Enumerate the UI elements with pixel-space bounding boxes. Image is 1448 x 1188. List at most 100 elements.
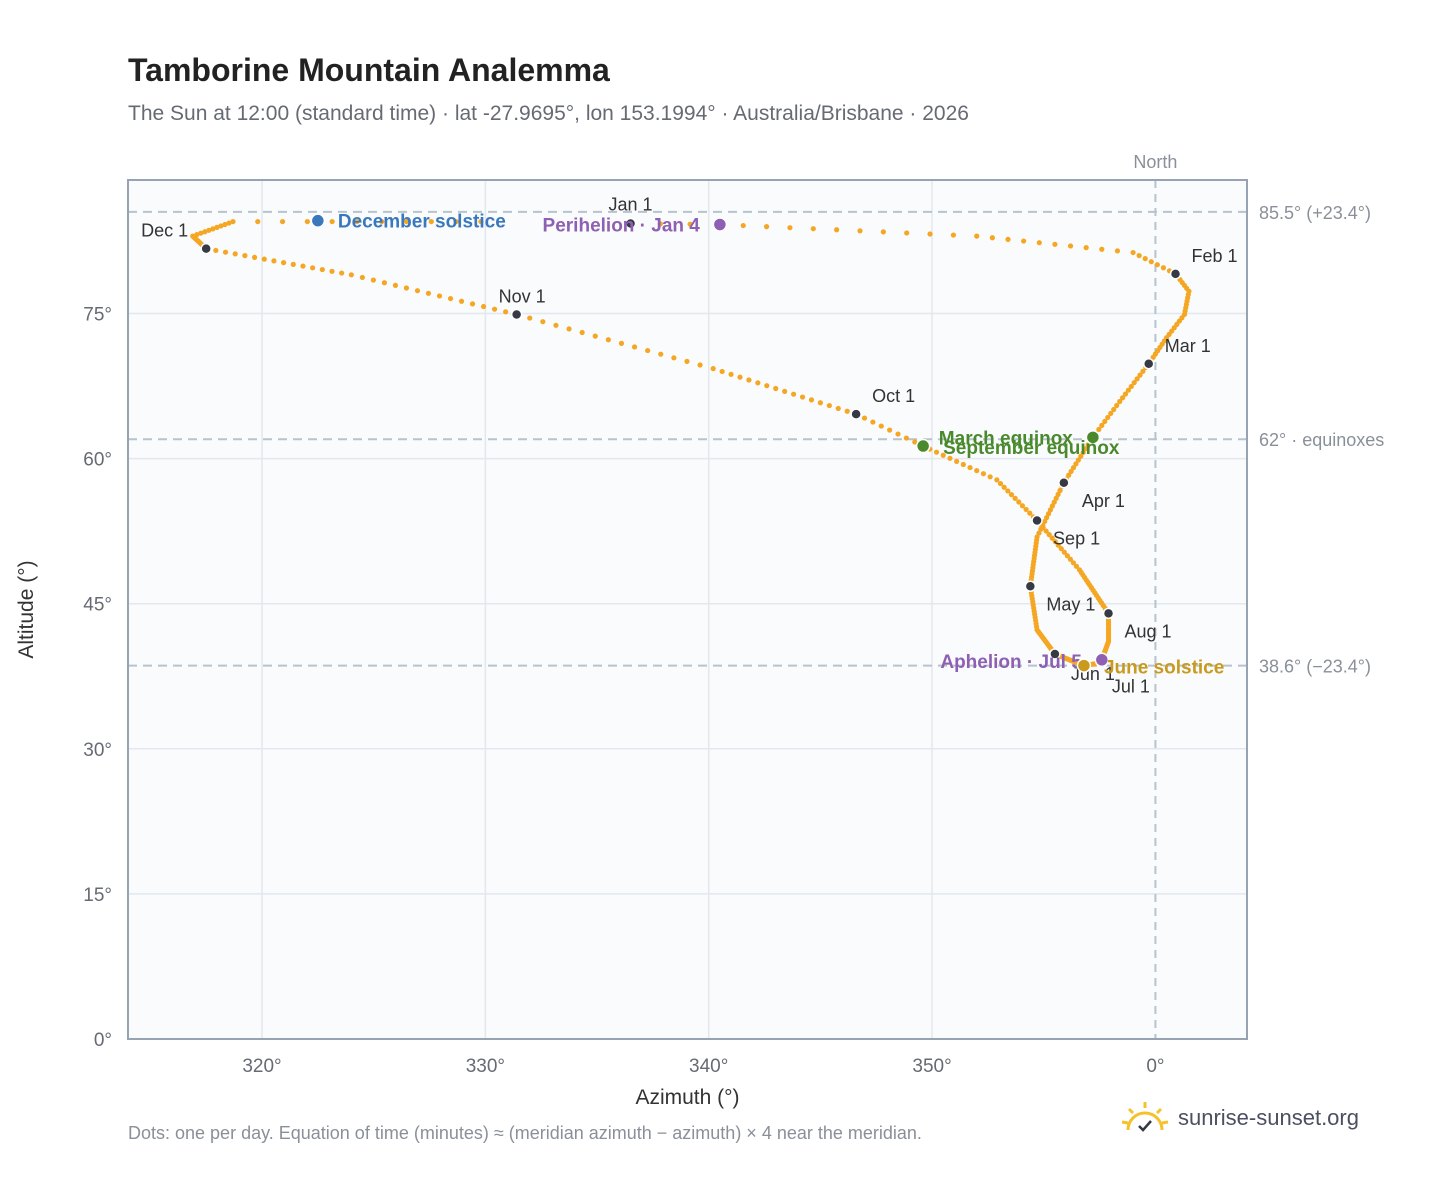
day-dot	[1012, 495, 1018, 501]
sun-logo-icon	[1121, 1102, 1169, 1132]
month-marker	[1049, 648, 1061, 660]
day-dot	[1023, 506, 1029, 513]
day-dot	[319, 266, 325, 273]
day-dot	[808, 397, 815, 403]
month-label: Dec 1	[141, 221, 188, 241]
day-dot	[1021, 238, 1027, 244]
month-label: Aug 1	[1125, 621, 1172, 641]
day-dot	[379, 218, 385, 225]
march-equinox-marker	[1085, 430, 1101, 445]
day-dot	[370, 277, 376, 283]
day-dot	[218, 223, 224, 229]
day-dot	[835, 405, 841, 412]
day-dot	[242, 253, 248, 259]
y-tick-label: 75°	[83, 304, 112, 325]
day-dot	[1053, 495, 1059, 501]
plot-area	[128, 180, 1247, 1039]
day-dot	[392, 282, 399, 288]
month-label: Feb 1	[1192, 246, 1238, 266]
day-dot	[1108, 410, 1114, 417]
day-dot	[844, 408, 850, 414]
day-dot	[527, 315, 533, 321]
day-dot	[1136, 252, 1142, 259]
month-marker	[850, 408, 862, 420]
month-label: May 1	[1046, 594, 1095, 614]
day-dot	[478, 218, 484, 225]
day-dot	[279, 218, 286, 225]
day-dot	[880, 229, 886, 235]
day-dot	[1140, 368, 1146, 374]
day-dot	[1119, 395, 1126, 401]
june-solstice-marker	[1076, 658, 1092, 673]
day-dot	[1008, 492, 1015, 498]
day-dot	[428, 218, 434, 225]
december-solstice-label: December solstice	[338, 212, 506, 233]
day-dot	[1049, 535, 1055, 541]
day-dot	[329, 268, 335, 274]
day-dot	[687, 221, 693, 227]
day-dot	[773, 385, 779, 392]
day-dot	[271, 258, 277, 264]
day-dot	[1005, 488, 1011, 494]
month-label: Jul 1	[1112, 677, 1150, 697]
day-dot	[354, 218, 360, 225]
month-label: Sep 1	[1053, 529, 1100, 549]
day-dot	[232, 251, 238, 257]
day-dot	[214, 224, 220, 230]
footnote: Dots: one per day. Equation of time (min…	[128, 1123, 922, 1143]
day-dot	[904, 230, 910, 236]
day-dot	[645, 347, 651, 354]
day-dot	[710, 366, 716, 372]
day-dot	[1067, 243, 1074, 249]
day-dot	[787, 225, 793, 231]
day-dot	[1080, 449, 1086, 456]
september-equinox-marker	[915, 438, 931, 454]
day-dot	[967, 464, 973, 471]
day-dot	[1111, 406, 1117, 413]
day-dot	[261, 256, 267, 262]
brand-logo[interactable]: sunrise-sunset.org	[1120, 1100, 1359, 1136]
day-dot	[1105, 414, 1111, 421]
day-dot	[453, 218, 459, 225]
day-dot	[1154, 262, 1160, 268]
day-dot	[222, 221, 228, 228]
day-dot	[359, 274, 365, 281]
perihelion-label: Perihelion · Jan 4	[543, 215, 701, 236]
day-dot	[994, 477, 1000, 483]
day-dot	[469, 301, 476, 307]
grid	[128, 180, 1247, 1039]
day-dot	[1068, 468, 1074, 475]
day-dot	[1040, 524, 1046, 531]
day-dot	[290, 261, 296, 267]
day-dot	[912, 439, 918, 445]
day-dot	[447, 295, 454, 302]
day-dot	[764, 383, 770, 389]
day-dot	[1027, 510, 1033, 516]
day-dot	[1114, 248, 1121, 254]
day-dot	[1073, 563, 1080, 569]
month-marker	[624, 217, 637, 230]
day-dot	[206, 227, 212, 233]
day-dot	[1083, 446, 1089, 452]
day-dot	[566, 326, 572, 332]
day-dot	[1005, 236, 1011, 242]
day-dot	[997, 480, 1004, 487]
day-dot	[1001, 484, 1007, 490]
day-dot	[605, 337, 611, 343]
day-dot	[1114, 402, 1120, 409]
reference-lines: North 85.5° (+23.4°) 62° · equinoxes 38.6° …	[128, 152, 1384, 1039]
day-dot	[194, 232, 200, 238]
day-dot	[980, 471, 987, 477]
x-tick-label: 340°	[689, 1056, 728, 1077]
day-dot	[553, 322, 559, 328]
day-dot	[954, 458, 960, 465]
day-dot	[1044, 515, 1050, 521]
day-dot	[974, 233, 980, 239]
day-dot	[1099, 422, 1105, 428]
day-dot	[381, 280, 388, 286]
day-dot	[1061, 549, 1067, 555]
y-tick-label: 45°	[83, 595, 112, 616]
day-dot	[1160, 265, 1167, 271]
day-dot	[1036, 240, 1042, 246]
